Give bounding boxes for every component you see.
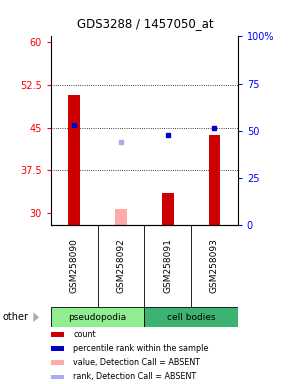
- Text: rank, Detection Call = ABSENT: rank, Detection Call = ABSENT: [73, 372, 197, 381]
- Bar: [51, 307, 144, 327]
- Text: GSM258090: GSM258090: [70, 238, 79, 293]
- Text: count: count: [73, 330, 96, 339]
- Text: cell bodies: cell bodies: [167, 313, 215, 322]
- Bar: [51, 346, 64, 351]
- Bar: [162, 193, 173, 225]
- Text: percentile rank within the sample: percentile rank within the sample: [73, 344, 209, 353]
- Bar: [51, 332, 64, 336]
- Bar: [68, 95, 80, 225]
- Text: GSM258091: GSM258091: [163, 238, 172, 293]
- Bar: [115, 209, 127, 225]
- Bar: [51, 375, 64, 379]
- Bar: [144, 307, 238, 327]
- Bar: [51, 361, 64, 365]
- Text: pseudopodia: pseudopodia: [68, 313, 126, 322]
- Text: value, Detection Call = ABSENT: value, Detection Call = ABSENT: [73, 358, 200, 367]
- Text: other: other: [3, 312, 29, 322]
- Text: GDS3288 / 1457050_at: GDS3288 / 1457050_at: [77, 17, 213, 30]
- Text: GSM258092: GSM258092: [116, 238, 125, 293]
- Bar: [209, 134, 220, 225]
- Text: GSM258093: GSM258093: [210, 238, 219, 293]
